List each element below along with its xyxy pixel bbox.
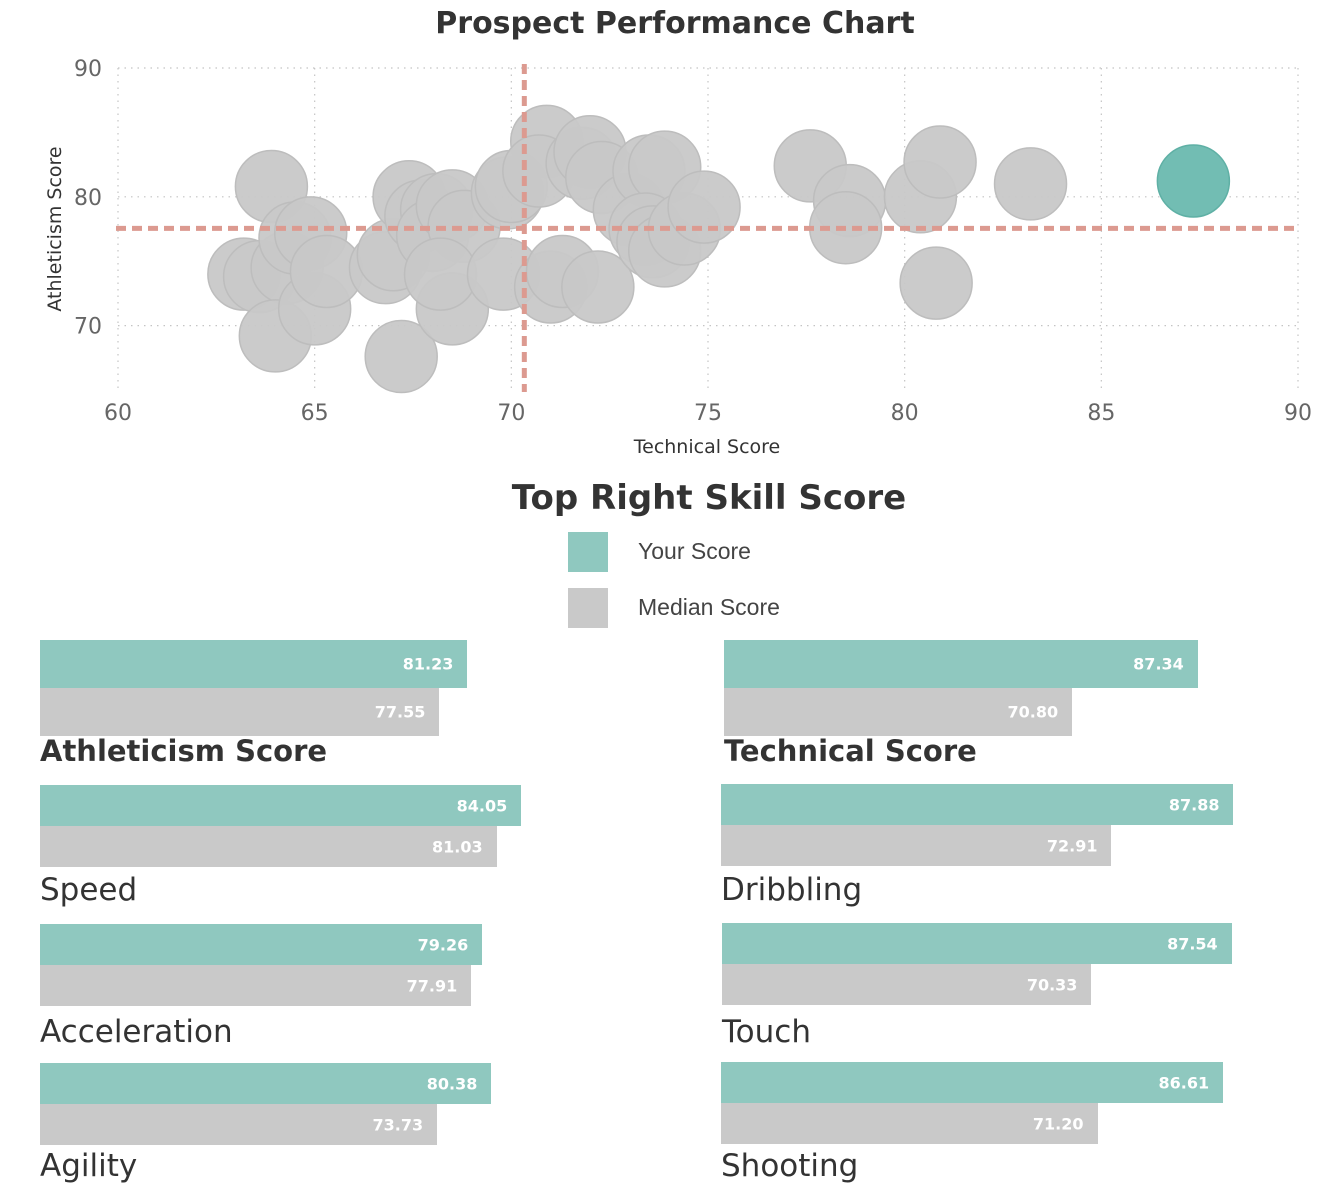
median-score-bar: 73.73 [40,1104,438,1145]
median-score-bar: 81.03 [40,826,497,867]
x-tick-label: 70 [497,401,525,426]
y-axis-label: Athleticism Score [44,146,66,311]
y-tick-label: 90 [74,57,102,82]
median-score-bar: 70.33 [722,964,1092,1005]
bar-group-label: Speed [40,872,138,908]
your-score-value: 79.26 [417,935,469,954]
your-score-value: 87.88 [1168,795,1220,814]
median-score-bar: 72.91 [721,825,1112,866]
x-tick-label: 90 [1284,401,1312,426]
y-tick-label: 80 [74,186,102,211]
prospect-point [667,170,741,244]
x-tick-label: 60 [104,401,132,426]
prospect-point [903,125,977,199]
your-score-value: 80.38 [426,1074,478,1093]
median-score-value: 70.80 [1007,702,1059,722]
median-score-value: 77.55 [374,702,426,722]
bar-group-label: Dribbling [721,872,863,908]
your-score-value: 86.61 [1158,1073,1210,1092]
legend-swatch-median-score [568,588,608,628]
bar-group-label: Athleticism Score [40,734,328,768]
your-score-bar: 86.61 [721,1062,1224,1103]
your-score-value: 81.23 [402,654,454,674]
x-tick-label: 80 [891,401,919,426]
median-score-bar: 70.80 [724,688,1073,736]
median-score-value: 77.91 [406,976,458,995]
x-tick-label: 85 [1087,401,1115,426]
prospect-point [993,147,1068,221]
chart-title: Prospect Performance Chart [435,6,914,41]
median-score-value: 72.91 [1046,836,1098,855]
median-score-bar: 71.20 [721,1103,1098,1144]
your-score-bar: 79.26 [40,924,483,965]
median-score-value: 73.73 [372,1115,424,1134]
y-tick-label: 70 [74,315,102,340]
bar-group-label: Agility [40,1148,138,1184]
your-score-bar: 81.23 [40,640,468,688]
legend-label-your-score: Your Score [638,538,751,564]
median-score-bar: 77.55 [40,688,440,736]
your-score-bar: 80.38 [40,1063,492,1104]
your-score-bar: 87.54 [722,923,1232,964]
legend-label-median-score: Median Score [638,594,780,620]
median-score-bar: 77.91 [40,965,472,1006]
scatter-chart: Prospect Performance Chart 60 65 70 75 80 85 90… [44,6,1312,458]
bar-group-label: Technical Score [724,734,977,768]
your-score-bar: 87.88 [721,784,1234,825]
prospect-point [403,237,478,311]
prospect-point [561,250,635,324]
bar-group-label: Acceleration [40,1014,233,1050]
prospect-point [899,246,973,320]
your-score-value: 84.05 [456,796,508,815]
bar-group-label: Shooting [721,1148,859,1184]
your-score-bar: 87.34 [724,640,1198,688]
legend-swatch-your-score [568,532,608,572]
x-tick-label: 75 [694,401,722,426]
bar-chart-title: Top Right Skill Score [511,478,907,518]
x-tick-label: 65 [301,401,329,426]
prospect-point [364,319,438,394]
your-score-value: 87.54 [1167,934,1218,953]
bar-group-label: Touch [722,1014,811,1050]
median-score-value: 81.03 [432,837,483,856]
median-score-value: 70.33 [1026,975,1078,994]
your-score-point [1156,144,1231,218]
x-axis-label: Technical Score [633,436,781,458]
your-score-bar: 84.05 [40,785,522,826]
median-score-value: 71.20 [1032,1114,1084,1133]
your-score-value: 87.34 [1133,654,1184,674]
